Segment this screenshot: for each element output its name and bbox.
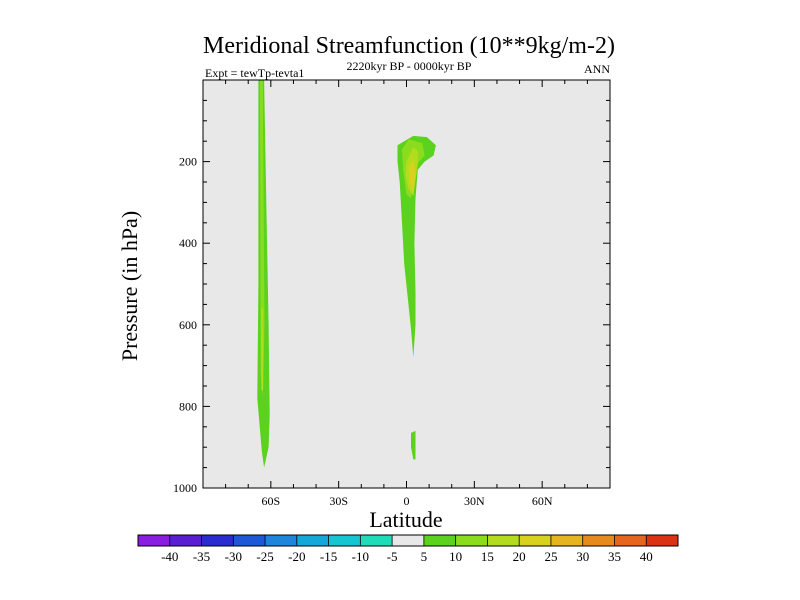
colorbar-label: 40 [640, 549, 653, 564]
colorbar-box-14 [582, 535, 615, 546]
contour-region-1 [260, 80, 265, 399]
y-tick-label: 800 [179, 399, 197, 413]
colorbar-frame [137, 534, 679, 547]
plot-frame [202, 79, 611, 489]
colorbar-box-13 [550, 535, 583, 546]
y-tick-label: 600 [179, 318, 197, 332]
contour-region-8 [379, 140, 388, 176]
experiment-label: Expt = tewTp-tevta1 [205, 66, 304, 80]
x-axis-ticks: 60S 30S 0 30N 60N [202, 80, 611, 508]
colorbar-box-15 [614, 535, 647, 546]
colorbar-label: -5 [387, 549, 398, 564]
colorbar-label: -10 [352, 549, 369, 564]
colorbar-label: 35 [608, 549, 621, 564]
chart-title: Meridional Streamfunction (10**9kg/m-2) [203, 33, 615, 59]
colorbar-box-1 [169, 535, 202, 546]
colorbar-box-7 [360, 535, 393, 546]
contour-region-9 [386, 292, 400, 452]
contour-region-2 [261, 308, 264, 391]
season-label: ANN [584, 62, 610, 76]
contour-region-10 [424, 218, 436, 454]
colorbar-box-10 [455, 535, 488, 546]
contour-regions [257, 80, 436, 468]
colorbar-box-4 [265, 535, 298, 546]
colorbar-box-3 [233, 535, 266, 546]
colorbar-label: 15 [481, 549, 494, 564]
colorbar-box-11 [487, 535, 520, 546]
colorbar: -40 -35 -30 -25 -20 -15 -10 -5 5 10 15 20 25 30 35 40 [137, 534, 679, 564]
chart-subtitle: 2220kyr BP - 0000kyr BP [347, 59, 472, 73]
colorbar-label: -20 [288, 549, 305, 564]
contour-region-7 [411, 430, 416, 460]
x-tick-label: 30S [329, 494, 348, 508]
colorbar-box-12 [519, 535, 552, 546]
colorbar-box-9 [423, 535, 456, 546]
colorbar-box-0 [138, 535, 171, 546]
colorbar-box-5 [296, 535, 329, 546]
x-axis-label: Latitude [369, 507, 442, 532]
x-tick-label: 60N [532, 494, 553, 508]
colorbar-label: -30 [225, 549, 242, 564]
colorbar-label: 25 [544, 549, 557, 564]
colorbar-label: -35 [193, 549, 210, 564]
colorbar-label: 30 [576, 549, 589, 564]
colorbar-label: 5 [421, 549, 428, 564]
colorbar-label: 20 [513, 549, 526, 564]
colorbar-box-8 [392, 535, 425, 546]
colorbar-label: -25 [256, 549, 273, 564]
y-tick-label: 1000 [173, 481, 197, 495]
x-tick-label: 30N [464, 494, 485, 508]
colorbar-box-16 [646, 535, 679, 546]
colorbar-box-2 [201, 535, 234, 546]
colorbar-label: -40 [161, 549, 178, 564]
y-axis-label: Pressure (in hPa) [117, 211, 142, 361]
colorbar-box-6 [328, 535, 361, 546]
contour-region-6 [408, 159, 416, 193]
colorbar-label: -15 [320, 549, 337, 564]
x-tick-label: 0 [404, 494, 410, 508]
x-tick-label: 60S [261, 494, 280, 508]
y-tick-label: 200 [179, 155, 197, 169]
colorbar-label: 10 [449, 549, 462, 564]
y-tick-label: 400 [179, 236, 197, 250]
